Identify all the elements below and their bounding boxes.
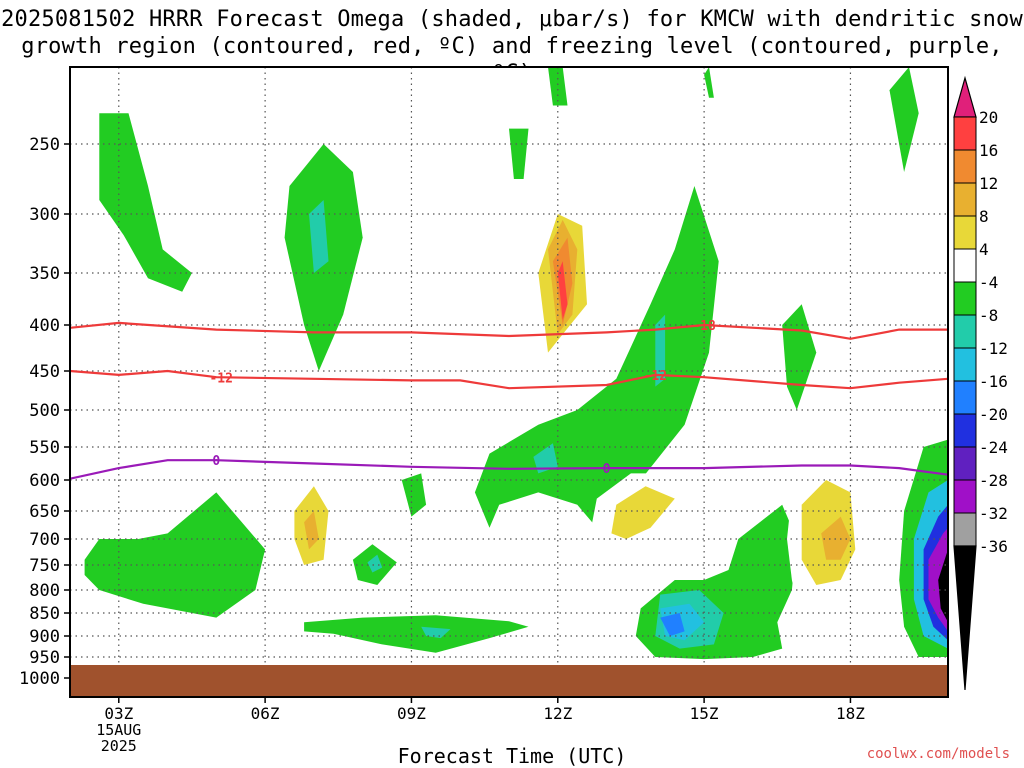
date-label: 15AUG — [96, 721, 141, 739]
omega-region — [557, 261, 568, 320]
colorbar-label: -36 — [979, 537, 1008, 556]
omega-region — [401, 559, 436, 580]
plot-frame — [69, 66, 949, 698]
contour-label: -12 — [209, 371, 232, 386]
colorbar-swatch — [953, 314, 977, 349]
x-tick-label: 18Z — [836, 704, 865, 723]
omega-region — [474, 186, 719, 528]
omega-region — [704, 67, 714, 98]
colorbar-swatch — [953, 248, 977, 283]
contour-line — [70, 459, 948, 480]
x-tick-label: 15Z — [690, 704, 719, 723]
y-tick-label: 700 — [29, 530, 60, 550]
contour-label: -18 — [692, 319, 716, 334]
omega-region — [309, 200, 329, 273]
omega-region — [533, 443, 558, 474]
colorbar-label: -32 — [979, 504, 1008, 523]
omega-region — [304, 511, 319, 550]
omega-region — [904, 267, 948, 410]
colorbar-swatch — [953, 347, 977, 382]
x-tick-label: 12Z — [543, 704, 572, 723]
colorbar-bottom-arrow — [953, 545, 977, 691]
colorbar-swatch — [953, 215, 977, 250]
y-tick-label: 800 — [29, 581, 60, 601]
colorbar-label: -12 — [979, 339, 1008, 358]
colorbar-label: 12 — [979, 174, 998, 193]
colorbar-label: -20 — [979, 405, 1008, 424]
omega-region — [421, 626, 451, 639]
omega-region — [821, 516, 851, 560]
colorbar-swatch — [953, 479, 977, 514]
omega-region — [206, 172, 227, 362]
colorbar-swatch — [953, 446, 977, 481]
y-tick-label: 600 — [29, 471, 60, 491]
colorbar-swatch — [953, 413, 977, 448]
colorbar-swatch — [953, 149, 977, 184]
y-tick-label: 1000 — [19, 669, 60, 689]
y-tick-label: 250 — [29, 135, 60, 155]
contour-label: 0 — [212, 454, 220, 469]
omega-region — [367, 554, 383, 573]
colorbar-label: -16 — [979, 372, 1008, 391]
colorbar-swatch — [953, 512, 977, 547]
y-tick-label: 500 — [29, 401, 60, 421]
colorbar-label: 16 — [979, 141, 998, 160]
y-tick-label: 950 — [29, 648, 60, 668]
colorbar-label: 8 — [979, 207, 989, 226]
colorbar-swatch — [953, 281, 977, 316]
x-tick-label: 03Z — [104, 704, 133, 723]
y-tick-label: 300 — [29, 205, 60, 225]
colorbar-label: -8 — [979, 306, 998, 325]
contour-line — [70, 369, 948, 390]
colorbar-label: -24 — [979, 438, 1008, 457]
omega-region — [106, 386, 124, 440]
omega-region — [938, 549, 948, 623]
omega-region — [304, 615, 529, 653]
x-tick-label: 09Z — [397, 704, 426, 723]
y-tick-label: 750 — [29, 556, 60, 576]
omega-region — [655, 314, 666, 387]
colorbar-swatch — [953, 116, 977, 151]
y-tick-label: 650 — [29, 502, 60, 522]
colorbar-swatch — [953, 182, 977, 217]
y-tick-label: 350 — [29, 264, 60, 284]
omega-region — [660, 613, 685, 636]
y-tick-label: 900 — [29, 627, 60, 647]
contour-label: -12 — [644, 369, 667, 384]
omega-region — [509, 128, 529, 179]
colorbar-label: -4 — [979, 273, 998, 292]
omega-region — [611, 486, 675, 539]
omega-region — [84, 492, 266, 618]
omega-region — [401, 473, 427, 517]
colorbar-swatch — [953, 380, 977, 415]
ground-surface — [70, 665, 948, 697]
credit-link[interactable]: coolwx.com/models — [866, 746, 1010, 762]
omega-region — [587, 617, 617, 639]
x-axis-title: Forecast Time (UTC) — [397, 744, 627, 768]
y-tick-label: 550 — [29, 438, 60, 458]
y-tick-label: 450 — [29, 362, 60, 382]
y-tick-label: 400 — [29, 316, 60, 336]
colorbar-top-arrow — [953, 75, 977, 118]
contour-label: 0 — [603, 462, 611, 477]
omega-region — [455, 473, 466, 517]
omega-region — [99, 113, 192, 292]
y-tick-label: 850 — [29, 604, 60, 624]
contour-line — [70, 321, 948, 340]
colorbar-label: 20 — [979, 108, 998, 127]
omega-region — [548, 67, 568, 106]
omega-region — [889, 67, 919, 172]
chart-title: 2025081502 HRRR Forecast Omega (shaded, … — [1, 7, 1023, 86]
date-label: 2025 — [101, 737, 137, 755]
colorbar-label: 4 — [979, 240, 989, 259]
colorbar-label: -28 — [979, 471, 1008, 490]
x-tick-label: 06Z — [251, 704, 280, 723]
